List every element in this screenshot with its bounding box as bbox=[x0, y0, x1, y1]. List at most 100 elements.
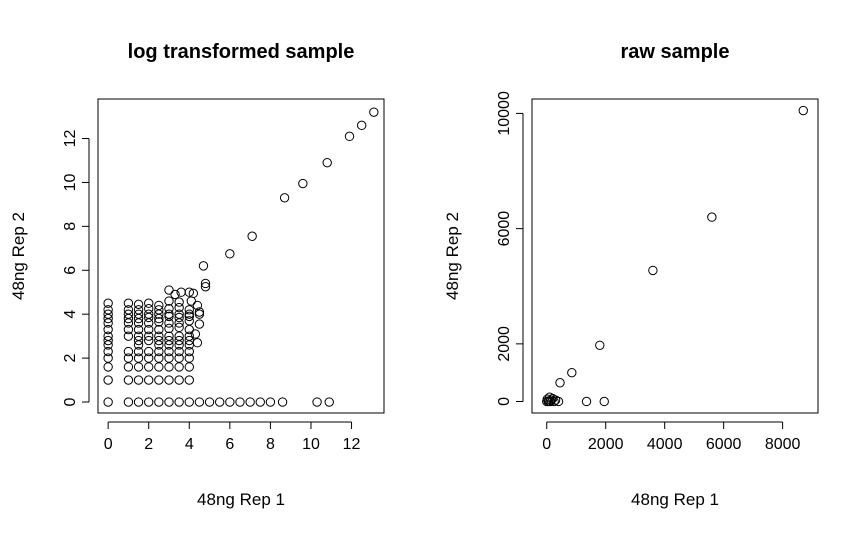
data-point bbox=[154, 335, 164, 346]
data-point bbox=[555, 378, 565, 388]
data-point bbox=[164, 346, 174, 357]
data-points bbox=[103, 107, 379, 407]
data-point bbox=[356, 120, 367, 131]
data-point bbox=[545, 396, 555, 407]
data-point bbox=[144, 375, 154, 385]
data-point bbox=[154, 324, 164, 335]
data-point bbox=[103, 375, 113, 385]
x-axis: 0 2 4 6 8 10 12 bbox=[104, 421, 361, 453]
data-point bbox=[144, 324, 154, 335]
data-point bbox=[103, 313, 113, 324]
data-point bbox=[298, 178, 308, 189]
x-tick-label: 6 bbox=[225, 436, 234, 453]
data-point bbox=[144, 362, 154, 372]
data-point bbox=[164, 311, 174, 322]
data-point bbox=[184, 397, 194, 407]
data-point bbox=[164, 340, 174, 350]
data-point bbox=[581, 396, 592, 407]
data-point bbox=[144, 335, 154, 346]
data-point bbox=[123, 298, 134, 308]
data-point bbox=[154, 353, 164, 363]
data-point bbox=[225, 249, 235, 259]
plot-title: log transformed sample bbox=[128, 41, 355, 63]
data-point bbox=[200, 278, 211, 289]
x-tick-label: 4 bbox=[185, 436, 194, 453]
data-point bbox=[133, 318, 144, 328]
data-point bbox=[174, 302, 184, 313]
data-point bbox=[186, 296, 197, 306]
data-point bbox=[174, 312, 184, 323]
data-point bbox=[174, 375, 184, 385]
plot-panel-raw: raw sample 48ng Rep 1 48ng Rep 2 0 2000 40… bbox=[443, 41, 819, 509]
data-point bbox=[174, 340, 184, 350]
data-point bbox=[164, 323, 174, 334]
x-tick-label: 0 bbox=[542, 436, 551, 453]
data-point bbox=[133, 375, 144, 385]
data-point bbox=[103, 340, 113, 350]
data-point bbox=[798, 105, 808, 116]
data-point bbox=[184, 305, 194, 315]
data-point bbox=[174, 397, 184, 407]
data-point bbox=[164, 397, 174, 407]
data-point bbox=[123, 313, 134, 324]
data-point bbox=[194, 397, 205, 407]
y-tick-label: 4 bbox=[62, 310, 79, 319]
data-point bbox=[154, 340, 164, 350]
data-point bbox=[247, 231, 257, 241]
y-axis: 0 2 4 6 8 10 12 bbox=[62, 130, 90, 406]
data-point bbox=[103, 298, 113, 308]
data-point bbox=[133, 353, 144, 363]
data-point bbox=[174, 362, 184, 372]
data-point bbox=[154, 309, 164, 319]
data-point bbox=[324, 397, 334, 407]
data-point bbox=[103, 335, 113, 346]
y-tick-label: 0 bbox=[496, 397, 513, 406]
data-point bbox=[133, 313, 144, 324]
data-point bbox=[103, 324, 113, 335]
data-point bbox=[184, 324, 194, 335]
data-point bbox=[198, 261, 209, 271]
data-point bbox=[154, 362, 164, 372]
x-tick-label: 2000 bbox=[588, 436, 624, 453]
data-point bbox=[164, 296, 174, 306]
data-point bbox=[184, 375, 194, 385]
data-point bbox=[174, 318, 184, 328]
y-axis-label: 48ng Rep 2 bbox=[9, 212, 28, 300]
data-point bbox=[184, 287, 194, 297]
data-point bbox=[194, 307, 205, 317]
data-point bbox=[133, 340, 144, 350]
y-tick-label: 6000 bbox=[496, 211, 513, 247]
data-point bbox=[154, 375, 164, 385]
data-point bbox=[192, 300, 203, 311]
data-point bbox=[154, 397, 164, 407]
x-axis-label: 48ng Rep 1 bbox=[197, 490, 285, 509]
plot-frame bbox=[97, 98, 385, 414]
data-point bbox=[144, 346, 154, 357]
data-point bbox=[123, 397, 134, 407]
data-point bbox=[192, 338, 203, 348]
data-point bbox=[164, 285, 174, 295]
y-tick-label: 10 bbox=[62, 173, 79, 191]
data-point bbox=[164, 335, 174, 346]
data-point bbox=[194, 309, 205, 319]
data-point bbox=[164, 362, 174, 372]
data-point bbox=[123, 324, 134, 335]
x-tick-label: 4000 bbox=[647, 436, 683, 453]
data-point bbox=[599, 396, 609, 407]
y-axis: 0 2000 6000 10000 bbox=[496, 91, 524, 406]
data-point bbox=[184, 353, 194, 363]
data-point bbox=[184, 340, 194, 350]
data-point bbox=[174, 353, 184, 363]
data-point bbox=[103, 362, 113, 372]
data-point bbox=[133, 362, 144, 372]
data-point bbox=[103, 318, 113, 328]
data-point bbox=[255, 397, 265, 407]
data-point bbox=[133, 397, 144, 407]
data-point bbox=[279, 193, 290, 203]
y-tick-label: 2 bbox=[62, 354, 79, 363]
data-point bbox=[707, 212, 717, 222]
data-point bbox=[265, 397, 276, 407]
data-point bbox=[144, 353, 154, 363]
y-tick-label: 2000 bbox=[496, 326, 513, 362]
